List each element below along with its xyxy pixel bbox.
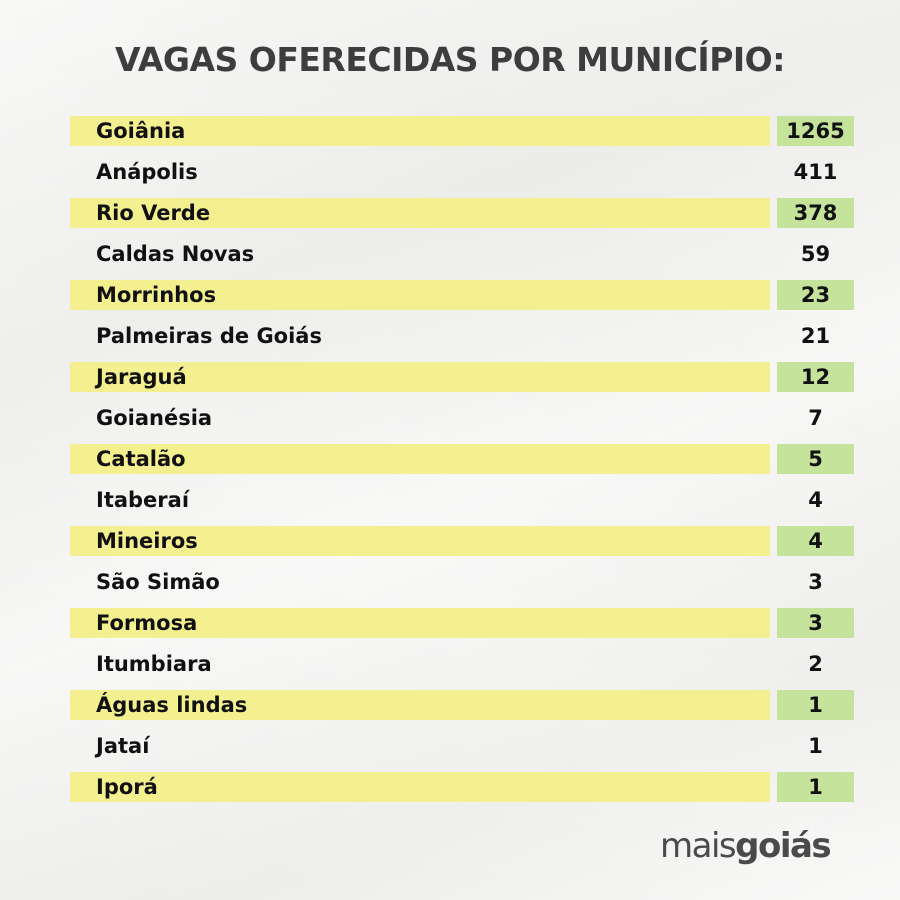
table-row: Caldas Novas 59 [70,237,854,278]
row-name-highlight [70,608,770,638]
table-row: Goiânia 1265 [70,114,854,155]
table-row: Itumbiara 2 [70,647,854,688]
row-name-highlight [70,526,770,556]
municipio-label: Águas lindas [96,693,248,717]
municipio-label: Iporá [96,775,158,799]
table-row: Catalão 5 [70,442,854,483]
table-row: Anápolis 411 [70,155,854,196]
municipio-label: Itumbiara [96,652,212,676]
municipio-label: Mineiros [96,529,198,553]
row-name-highlight [70,362,770,392]
logo-part-goias: goiás [735,826,832,866]
row-name-highlight [70,280,770,310]
municipio-label: Rio Verde [96,201,211,225]
row-value-highlight [777,444,854,474]
maisgoias-logo: maisgoiás [660,826,832,866]
municipio-label: Jataí [96,734,150,758]
vagas-value: 4 [808,488,823,512]
table-row: Morrinhos 23 [70,278,854,319]
row-value-highlight [777,280,854,310]
vagas-value: 21 [800,324,831,348]
vagas-value: 1 [808,693,823,717]
vagas-value: 12 [800,365,831,389]
vagas-value: 1 [808,734,823,758]
row-value-highlight [777,198,854,228]
vagas-value: 59 [800,242,831,266]
row-name-highlight [70,772,770,802]
table-row: Mineiros 4 [70,524,854,565]
vagas-value: 23 [800,283,831,307]
municipio-label: Goianésia [96,406,213,430]
municipio-label: Caldas Novas [96,242,255,266]
municipio-label: Jaraguá [96,365,187,389]
table-row: Jaraguá 12 [70,360,854,401]
table-row: Rio Verde 378 [70,196,854,237]
vagas-value: 411 [793,160,838,184]
table-row: Palmeiras de Goiás 21 [70,319,854,360]
row-value-highlight [777,116,854,146]
row-value-highlight [777,772,854,802]
row-name-highlight [70,690,770,720]
municipality-table: Goiânia 1265 Anápolis 411 Rio Verde 378 Caldas… [70,114,854,811]
row-value-highlight [777,690,854,720]
municipio-label: Formosa [96,611,198,635]
row-name-highlight [70,731,770,761]
municipio-label: Catalão [96,447,186,471]
vagas-value: 4 [808,529,823,553]
logo-part-mais: mais [660,826,737,866]
row-name-highlight [70,444,770,474]
table-row: Águas lindas 1 [70,688,854,729]
table-row: Itaberaí 4 [70,483,854,524]
table-row: Jataí 1 [70,729,854,770]
vagas-value: 1 [808,775,823,799]
municipio-label: Anápolis [96,160,198,184]
vagas-value: 3 [808,611,823,635]
chart-title: VAGAS OFERECIDAS POR MUNICÍPIO: [115,40,785,79]
vagas-value: 7 [808,406,823,430]
table-row: São Simão 3 [70,565,854,606]
vagas-value: 5 [808,447,823,471]
table-row: Goianésia 7 [70,401,854,442]
vagas-value: 2 [808,652,823,676]
row-name-highlight [70,198,770,228]
row-value-highlight [777,608,854,638]
table-row: Formosa 3 [70,606,854,647]
vagas-value: 3 [808,570,823,594]
municipio-label: Morrinhos [96,283,217,307]
row-name-highlight [70,116,770,146]
municipio-label: Palmeiras de Goiás [96,324,322,348]
row-value-highlight [777,526,854,556]
municipio-label: Goiânia [96,119,186,143]
vagas-value: 378 [793,201,838,225]
vagas-value: 1265 [786,119,845,143]
table-row: Iporá 1 [70,770,854,811]
municipio-label: Itaberaí [96,488,190,512]
row-value-highlight [777,362,854,392]
municipio-label: São Simão [96,570,220,594]
